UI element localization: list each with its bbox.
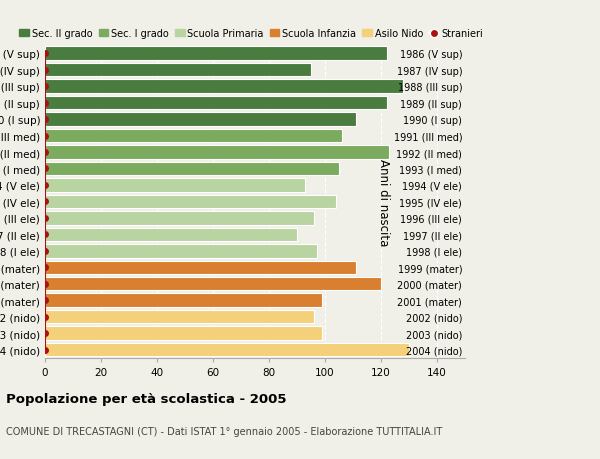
Bar xyxy=(45,277,381,291)
Bar xyxy=(45,113,356,127)
Bar xyxy=(45,146,389,159)
Bar xyxy=(45,179,305,192)
Text: Popolazione per età scolastica - 2005: Popolazione per età scolastica - 2005 xyxy=(6,392,287,405)
Bar xyxy=(45,80,403,94)
Bar xyxy=(45,310,314,324)
Bar xyxy=(45,228,297,241)
Legend: Sec. II grado, Sec. I grado, Scuola Primaria, Scuola Infanzia, Asilo Nido, Stran: Sec. II grado, Sec. I grado, Scuola Prim… xyxy=(16,25,487,43)
Bar xyxy=(45,261,356,274)
Bar xyxy=(45,47,386,61)
Y-axis label: Anni di nascita: Anni di nascita xyxy=(377,158,390,246)
Bar xyxy=(45,162,339,176)
Bar xyxy=(45,64,311,77)
Bar xyxy=(45,294,322,307)
Bar xyxy=(45,97,386,110)
Bar xyxy=(45,129,342,143)
Bar xyxy=(45,343,409,357)
Text: COMUNE DI TRECASTAGNI (CT) - Dati ISTAT 1° gennaio 2005 - Elaborazione TUTTITALI: COMUNE DI TRECASTAGNI (CT) - Dati ISTAT … xyxy=(6,426,442,436)
Bar xyxy=(45,245,317,258)
Bar xyxy=(45,212,314,225)
Bar xyxy=(45,327,322,340)
Bar xyxy=(45,195,336,209)
